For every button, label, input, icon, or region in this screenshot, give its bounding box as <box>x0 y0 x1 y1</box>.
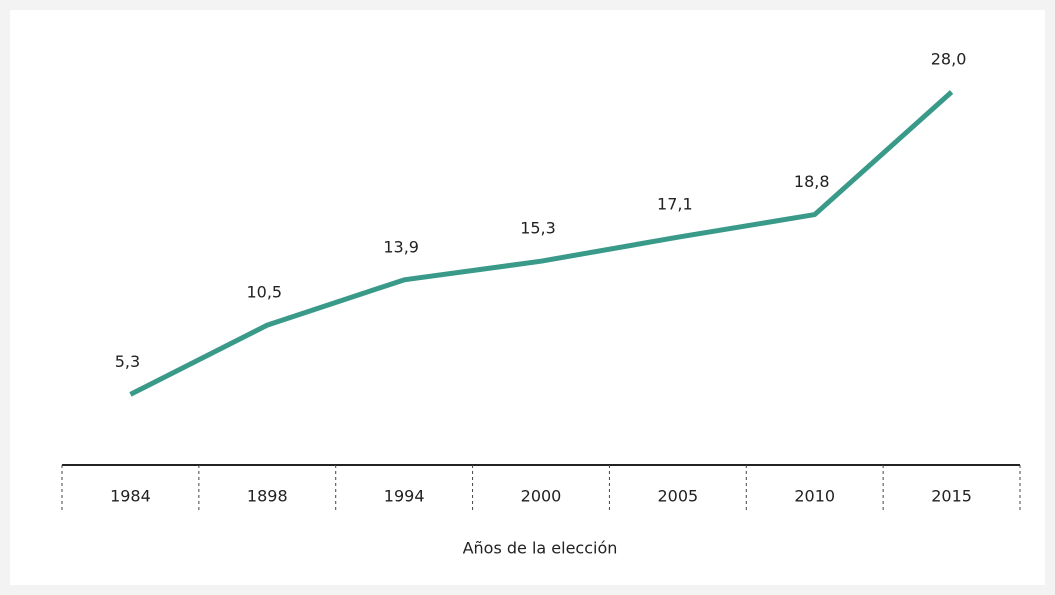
data-label: 15,3 <box>520 219 556 238</box>
x-tick-label: 1984 <box>110 487 151 506</box>
x-tick-label: 2015 <box>931 487 972 506</box>
x-tick-label: 2010 <box>794 487 835 506</box>
panel <box>10 10 1045 585</box>
line <box>129 90 954 397</box>
x-tick-label: 1898 <box>247 487 288 506</box>
data-label: 10,5 <box>246 283 282 302</box>
x-tick-label: 2005 <box>657 487 698 506</box>
x-tick-label: 1994 <box>384 487 425 506</box>
data-label: 28,0 <box>931 50 967 69</box>
data-label: 18,8 <box>794 172 830 191</box>
x-axis-title: Años de la elección <box>463 539 618 558</box>
x-tick-label: 2000 <box>521 487 562 506</box>
data-label: 5,3 <box>115 352 140 371</box>
data-label: 17,1 <box>657 195 693 214</box>
data-label: 13,9 <box>383 237 419 256</box>
